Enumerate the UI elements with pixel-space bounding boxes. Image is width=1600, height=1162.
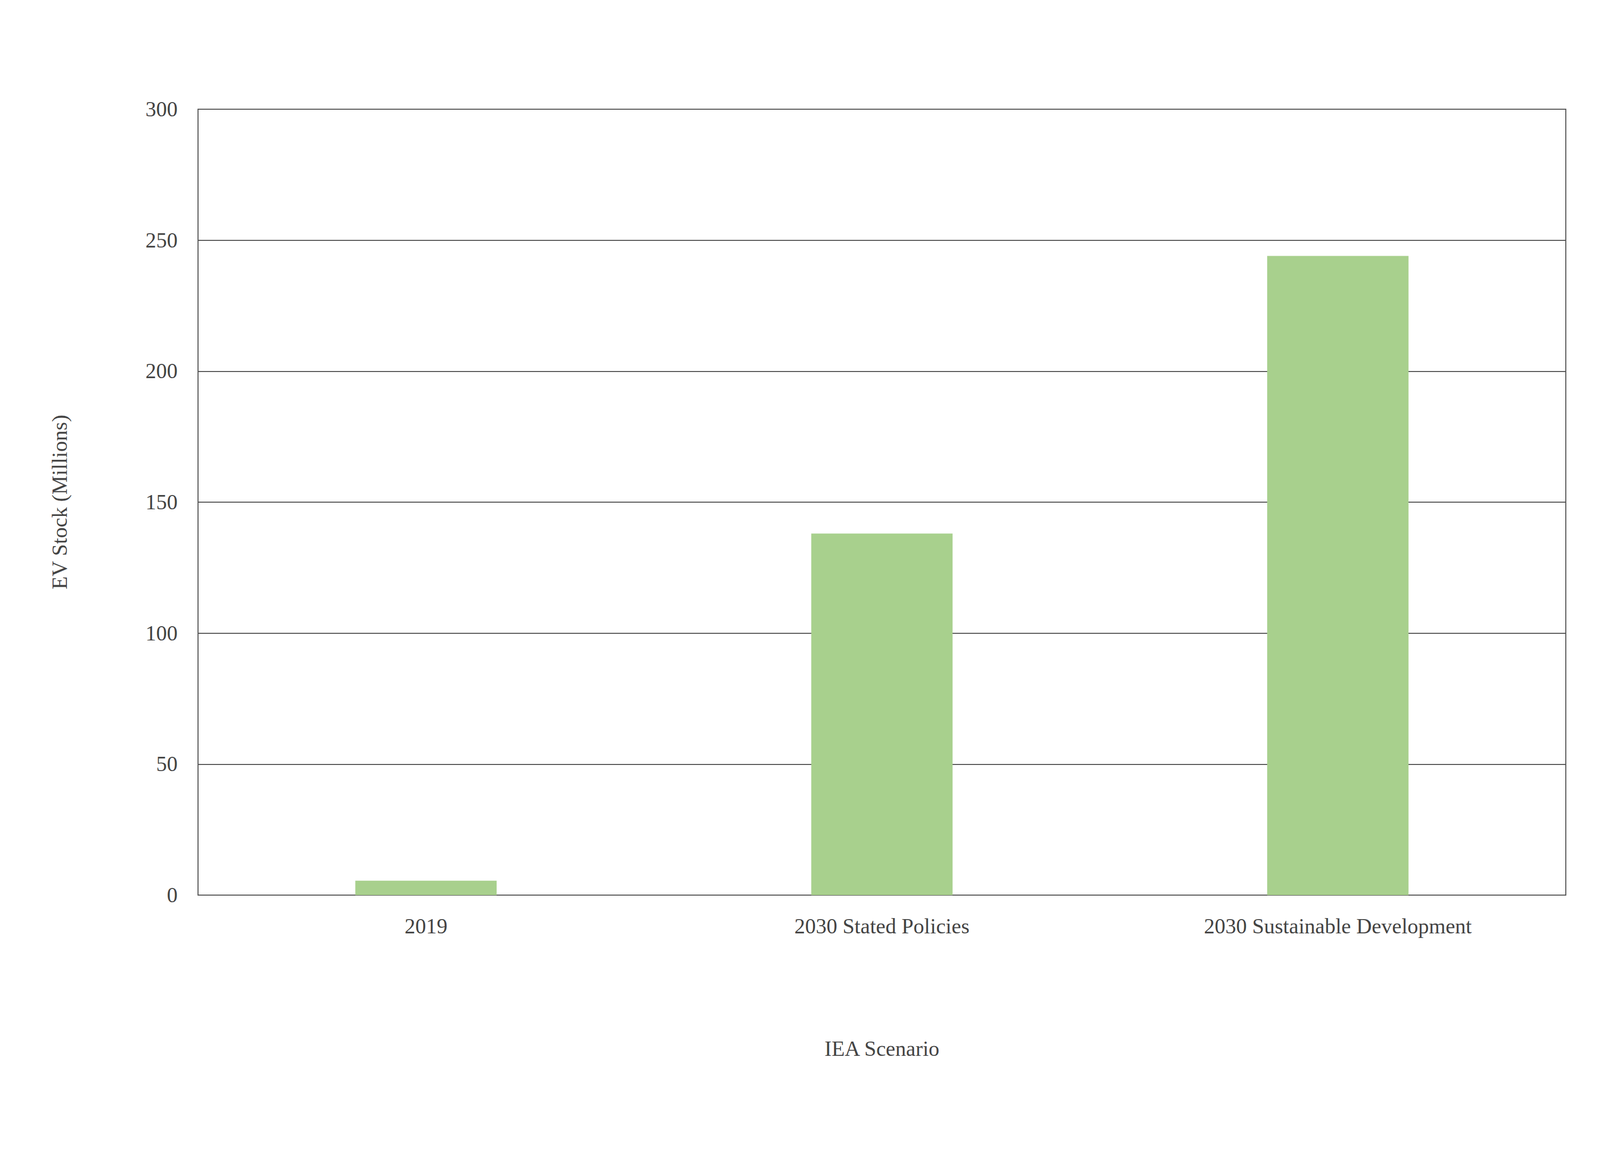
svg-text:2019: 2019 [404, 914, 448, 939]
svg-text:50: 50 [156, 752, 178, 776]
svg-text:EV Stock (Millions): EV Stock (Millions) [47, 414, 72, 590]
svg-text:200: 200 [145, 359, 178, 383]
svg-text:300: 300 [145, 97, 178, 121]
svg-text:IEA Scenario: IEA Scenario [824, 1037, 940, 1061]
svg-text:2030 Stated Policies: 2030 Stated Policies [794, 914, 970, 939]
svg-text:100: 100 [145, 621, 178, 646]
svg-text:250: 250 [145, 228, 178, 253]
svg-text:2030 Sustainable Development: 2030 Sustainable Development [1203, 914, 1472, 939]
svg-text:0: 0 [166, 883, 178, 907]
svg-text:150: 150 [145, 490, 178, 514]
